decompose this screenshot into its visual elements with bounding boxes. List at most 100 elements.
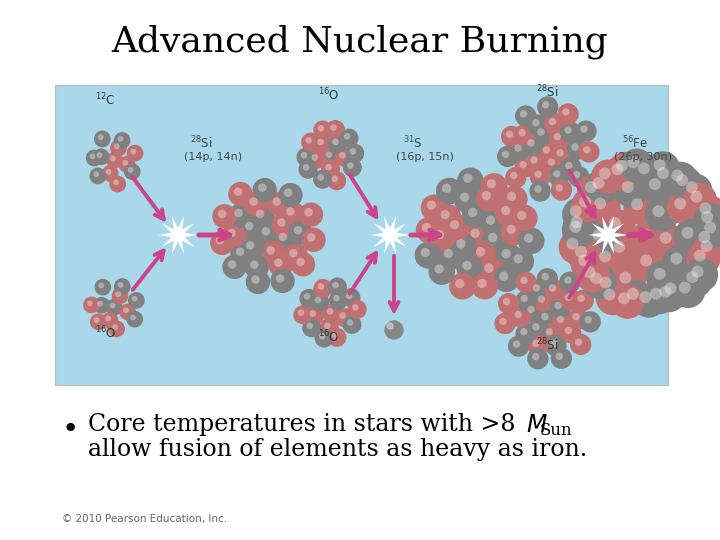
Circle shape [536, 308, 558, 329]
Circle shape [519, 161, 527, 168]
Circle shape [611, 285, 644, 319]
Circle shape [305, 306, 324, 325]
Text: Advanced Nuclear Burning: Advanced Nuclear Burning [112, 25, 608, 59]
Circle shape [516, 323, 536, 345]
Circle shape [286, 207, 294, 216]
Circle shape [476, 247, 485, 256]
Circle shape [340, 129, 359, 147]
Circle shape [222, 255, 247, 279]
Circle shape [654, 159, 665, 171]
Circle shape [288, 220, 312, 245]
Circle shape [105, 316, 111, 321]
Circle shape [310, 292, 329, 312]
Circle shape [533, 284, 540, 292]
Circle shape [583, 146, 590, 153]
Circle shape [109, 176, 126, 192]
Circle shape [513, 124, 535, 145]
Circle shape [521, 276, 528, 284]
Circle shape [701, 240, 713, 252]
Circle shape [94, 171, 99, 177]
Circle shape [585, 316, 592, 323]
Circle shape [444, 249, 453, 258]
Circle shape [246, 241, 254, 249]
Circle shape [90, 313, 107, 330]
Circle shape [258, 184, 266, 192]
Circle shape [313, 120, 332, 139]
Circle shape [499, 272, 508, 281]
Circle shape [485, 264, 494, 273]
Circle shape [108, 320, 125, 337]
Circle shape [301, 133, 320, 152]
Circle shape [416, 217, 443, 244]
Circle shape [332, 332, 338, 339]
Circle shape [523, 134, 544, 156]
Circle shape [114, 144, 120, 149]
Circle shape [557, 103, 579, 125]
Circle shape [564, 126, 572, 134]
Circle shape [549, 297, 571, 318]
Circle shape [523, 301, 544, 322]
Circle shape [573, 171, 580, 178]
Circle shape [83, 296, 100, 313]
Circle shape [594, 198, 606, 210]
Circle shape [533, 291, 554, 312]
Circle shape [627, 288, 639, 300]
Circle shape [640, 254, 652, 267]
Circle shape [333, 295, 340, 301]
Circle shape [454, 187, 481, 213]
Circle shape [668, 166, 703, 201]
Text: •: • [62, 415, 79, 443]
Circle shape [307, 150, 326, 168]
Circle shape [652, 205, 665, 217]
Circle shape [234, 208, 243, 217]
Circle shape [106, 169, 112, 175]
Circle shape [513, 254, 523, 264]
Circle shape [339, 152, 346, 159]
Text: allow fusion of elements as heavy as iron.: allow fusion of elements as heavy as iro… [88, 438, 588, 461]
Circle shape [297, 309, 305, 316]
Text: (14p, 14n): (14p, 14n) [184, 152, 242, 162]
Circle shape [701, 211, 714, 223]
Circle shape [516, 272, 536, 293]
Circle shape [639, 228, 651, 241]
Circle shape [570, 334, 591, 355]
Circle shape [434, 264, 444, 274]
Circle shape [570, 205, 582, 217]
Circle shape [119, 156, 135, 173]
Circle shape [587, 190, 621, 224]
Circle shape [620, 148, 654, 183]
Circle shape [420, 248, 430, 257]
Text: © 2010 Pearson Education, Inc.: © 2010 Pearson Education, Inc. [62, 514, 227, 524]
Circle shape [428, 258, 455, 285]
Circle shape [564, 327, 572, 334]
Circle shape [585, 221, 619, 255]
Circle shape [545, 335, 567, 356]
Circle shape [343, 315, 361, 334]
Circle shape [478, 258, 505, 284]
Circle shape [505, 167, 526, 188]
Circle shape [638, 163, 650, 174]
Circle shape [415, 242, 441, 268]
Circle shape [611, 164, 624, 176]
Text: $^{31}$S: $^{31}$S [403, 134, 423, 151]
Circle shape [562, 198, 596, 232]
Circle shape [422, 223, 431, 232]
Circle shape [253, 178, 276, 202]
Circle shape [549, 118, 557, 125]
Circle shape [692, 266, 703, 278]
Circle shape [235, 247, 244, 256]
Circle shape [329, 291, 348, 309]
Text: $^{16}$O: $^{16}$O [318, 86, 340, 103]
Circle shape [575, 246, 587, 258]
Circle shape [420, 194, 447, 221]
Circle shape [541, 273, 549, 280]
Circle shape [328, 328, 346, 347]
Circle shape [538, 141, 559, 163]
Circle shape [87, 300, 93, 306]
Circle shape [117, 136, 123, 141]
Circle shape [346, 144, 364, 163]
Circle shape [498, 293, 519, 314]
Circle shape [305, 137, 312, 144]
Circle shape [510, 139, 531, 161]
Circle shape [456, 239, 466, 248]
